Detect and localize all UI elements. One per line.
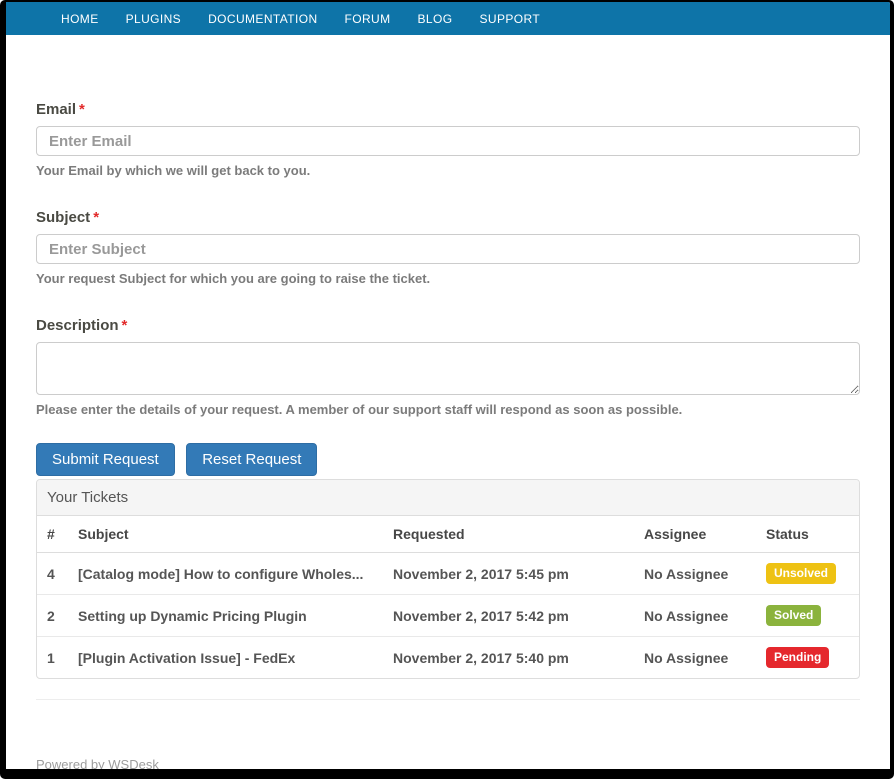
column-header-id: # — [37, 516, 70, 553]
subject-label: Subject * — [36, 209, 100, 226]
reset-request-button[interactable]: Reset Request — [186, 443, 318, 476]
ticket-form-page: Email* Your Email by which we will get b… — [6, 35, 890, 772]
column-header-status: Status — [758, 516, 859, 553]
nav-item-forum[interactable]: FORUM — [344, 11, 391, 26]
tickets-table: # Subject Requested Assignee Status 4 [C… — [37, 516, 859, 678]
ticket-row: 2 Setting up Dynamic Pricing Plugin Nove… — [37, 594, 859, 637]
ticket-requested: November 2, 2017 5:40 pm — [385, 636, 636, 678]
nav-item-documentation[interactable]: DOCUMENTATION — [208, 11, 318, 26]
ticket-assignee: No Assignee — [636, 594, 758, 637]
ticket-id: 2 — [37, 594, 70, 637]
submit-request-button[interactable]: Submit Request — [36, 443, 175, 476]
description-field-group: Description * Please enter the details of… — [36, 317, 860, 417]
email-label: Email * — [36, 101, 85, 118]
your-tickets-title: Your Tickets — [37, 480, 859, 516]
required-asterisk: * — [93, 209, 100, 226]
email-field-group: Email* Your Email by which we will get b… — [36, 101, 860, 178]
nav-item-support[interactable]: SUPPORT — [479, 11, 541, 26]
required-asterisk: * — [79, 101, 85, 118]
ticket-subject: [Plugin Activation Issue] - FedEx — [70, 636, 385, 678]
powered-by-text: Powered by WSDesk — [36, 757, 159, 772]
form-actions: Submit Request Reset Request — [36, 443, 860, 476]
nav-item-home[interactable]: HOME — [61, 11, 99, 26]
ticket-row: 4 [Catalog mode] How to configure Wholes… — [37, 552, 859, 595]
ticket-assignee: No Assignee — [636, 552, 758, 595]
nav-item-plugins[interactable]: PLUGINS — [125, 11, 182, 26]
description-label: Description * — [36, 317, 128, 334]
ticket-id: 4 — [37, 552, 70, 595]
ticket-subject: Setting up Dynamic Pricing Plugin — [70, 594, 385, 637]
ticket-requested: November 2, 2017 5:45 pm — [385, 552, 636, 595]
status-badge: Pending — [766, 647, 830, 668]
description-field[interactable] — [36, 342, 860, 395]
ticket-subject: [Catalog mode] How to configure Wholes..… — [70, 552, 385, 595]
column-header-assignee: Assignee — [636, 516, 758, 553]
ticket-id: 1 — [37, 636, 70, 678]
column-header-subject: Subject — [70, 516, 385, 553]
email-help-text: Your Email by which we will get back to … — [36, 163, 311, 178]
your-tickets-panel: Your Tickets # Subject Requested Assigne… — [36, 479, 860, 679]
ticket-row: 1 [Plugin Activation Issue] - FedEx Nove… — [37, 636, 859, 678]
status-badge: Solved — [766, 605, 822, 626]
status-badge: Unsolved — [766, 563, 837, 584]
ticket-assignee: No Assignee — [636, 636, 758, 678]
ticket-requested: November 2, 2017 5:42 pm — [385, 594, 636, 637]
tickets-header-row: # Subject Requested Assignee Status — [37, 516, 859, 553]
column-header-requested: Requested — [385, 516, 636, 553]
description-help-text: Please enter the details of your request… — [36, 402, 683, 417]
subject-help-text: Your request Subject for which you are g… — [36, 271, 431, 286]
footer-divider — [36, 699, 860, 700]
nav-item-blog[interactable]: BLOG — [417, 11, 453, 26]
main-navbar: HOME PLUGINS DOCUMENTATION FORUM BLOG SU… — [6, 2, 890, 35]
email-field[interactable] — [36, 126, 860, 156]
subject-field[interactable] — [36, 234, 860, 264]
required-asterisk: * — [121, 317, 128, 334]
subject-field-group: Subject* Your request Subject for which … — [36, 209, 860, 286]
